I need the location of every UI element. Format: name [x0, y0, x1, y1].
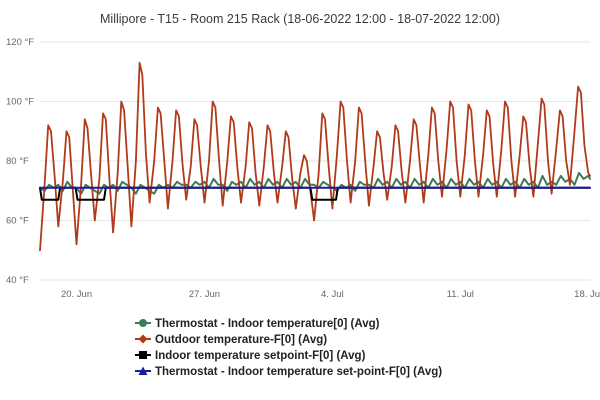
- y-tick-label: 80 °F: [6, 156, 29, 167]
- legend-square-icon: [139, 351, 147, 359]
- legend-item[interactable]: Thermostat - Indoor temperature[0] (Avg): [135, 318, 380, 330]
- legend-item[interactable]: Thermostat - Indoor temperature set-poin…: [135, 366, 442, 378]
- y-axis-ticks: 120 °F 100 °F 80 °F 60 °F 40 °F: [6, 37, 34, 286]
- y-tick-label: 40 °F: [6, 275, 29, 286]
- series-line-1: [39, 171, 591, 195]
- legend-label: Thermostat - Indoor temperature[0] (Avg): [155, 318, 380, 330]
- x-tick-label: 4. Jul: [321, 289, 344, 300]
- legend-circle-icon: [139, 319, 147, 327]
- legend-item[interactable]: Indoor temperature setpoint-F[0] (Avg): [135, 350, 366, 362]
- legend-label: Outdoor temperature-F[0] (Avg): [155, 334, 327, 346]
- gridlines: [40, 41, 590, 281]
- legend-triangle-icon: [138, 366, 148, 375]
- x-tick-label: 27. Jun: [189, 289, 220, 300]
- x-tick-label: 11. Jul: [447, 289, 474, 300]
- legend-label: Thermostat - Indoor temperature set-poin…: [155, 366, 442, 378]
- legend-label: Indoor temperature setpoint-F[0] (Avg): [155, 350, 366, 362]
- y-tick-label: 100 °F: [6, 97, 34, 108]
- legend[interactable]: Thermostat - Indoor temperature[0] (Avg)…: [135, 318, 442, 378]
- plot-area: [39, 61, 591, 252]
- chart-title: Millipore - T15 - Room 215 Rack (18-06-2…: [100, 12, 500, 26]
- y-tick-label: 120 °F: [6, 37, 34, 48]
- legend-diamond-icon: [138, 334, 148, 344]
- x-tick-label: 20. Jun: [61, 289, 92, 300]
- legend-item[interactable]: Outdoor temperature-F[0] (Avg): [135, 334, 327, 346]
- x-tick-label: 18. Jul: [574, 289, 600, 300]
- series-line-3: [39, 186, 591, 201]
- x-axis-ticks: 20. Jun 27. Jun 4. Jul 11. Jul 18. Jul: [61, 289, 600, 300]
- y-tick-label: 60 °F: [6, 216, 29, 227]
- series-line-2: [39, 61, 591, 252]
